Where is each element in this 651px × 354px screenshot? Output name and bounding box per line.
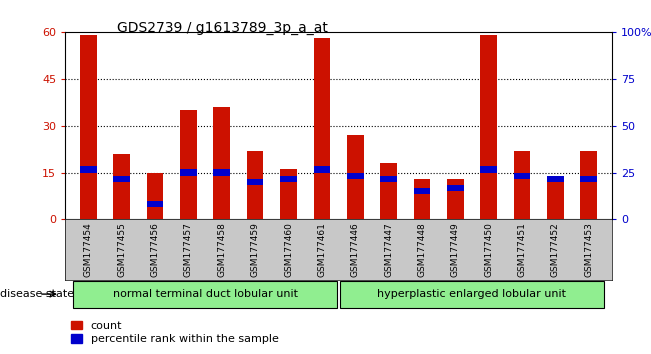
Bar <box>347 173 363 179</box>
Text: GSM177460: GSM177460 <box>284 222 293 278</box>
Bar <box>80 166 97 172</box>
Bar <box>514 173 531 179</box>
Bar <box>413 179 430 219</box>
Bar <box>480 35 497 219</box>
Bar <box>146 201 163 207</box>
Bar <box>180 110 197 219</box>
Text: GSM177450: GSM177450 <box>484 222 493 278</box>
Bar <box>314 38 330 219</box>
Bar <box>580 151 597 219</box>
Text: GSM177446: GSM177446 <box>351 222 360 277</box>
Bar <box>314 166 330 172</box>
Text: hyperplastic enlarged lobular unit: hyperplastic enlarged lobular unit <box>378 289 566 299</box>
Text: GSM177455: GSM177455 <box>117 222 126 278</box>
Bar <box>180 170 197 176</box>
FancyBboxPatch shape <box>74 281 337 308</box>
Bar <box>280 170 297 219</box>
Text: GDS2739 / g1613789_3p_a_at: GDS2739 / g1613789_3p_a_at <box>117 21 328 35</box>
Text: GSM177452: GSM177452 <box>551 222 560 277</box>
Legend: count, percentile rank within the sample: count, percentile rank within the sample <box>71 321 279 344</box>
Bar <box>514 151 531 219</box>
Bar <box>547 176 564 219</box>
Text: GSM177448: GSM177448 <box>417 222 426 277</box>
FancyBboxPatch shape <box>340 281 603 308</box>
Bar <box>380 163 397 219</box>
Text: GSM177458: GSM177458 <box>217 222 227 278</box>
Bar <box>347 135 363 219</box>
Bar <box>214 170 230 176</box>
Bar <box>247 151 264 219</box>
Bar <box>146 172 163 219</box>
Text: GSM177453: GSM177453 <box>584 222 593 278</box>
Text: GSM177456: GSM177456 <box>150 222 159 278</box>
Bar <box>247 179 264 185</box>
Bar <box>214 107 230 219</box>
Bar <box>580 176 597 182</box>
Bar <box>80 35 97 219</box>
Bar <box>547 176 564 182</box>
Text: GSM177459: GSM177459 <box>251 222 260 278</box>
Bar <box>480 166 497 172</box>
Text: normal terminal duct lobular unit: normal terminal duct lobular unit <box>113 289 298 299</box>
Text: disease state: disease state <box>0 289 74 299</box>
Bar <box>113 176 130 182</box>
Text: GSM177461: GSM177461 <box>317 222 326 278</box>
Bar <box>113 154 130 219</box>
Text: GSM177457: GSM177457 <box>184 222 193 278</box>
Bar <box>447 179 464 219</box>
Text: GSM177447: GSM177447 <box>384 222 393 277</box>
Bar <box>447 185 464 191</box>
Text: GSM177454: GSM177454 <box>84 222 93 277</box>
Text: GSM177451: GSM177451 <box>518 222 527 278</box>
Bar <box>413 188 430 194</box>
Bar <box>380 176 397 182</box>
Text: GSM177449: GSM177449 <box>450 222 460 277</box>
Bar <box>280 176 297 182</box>
